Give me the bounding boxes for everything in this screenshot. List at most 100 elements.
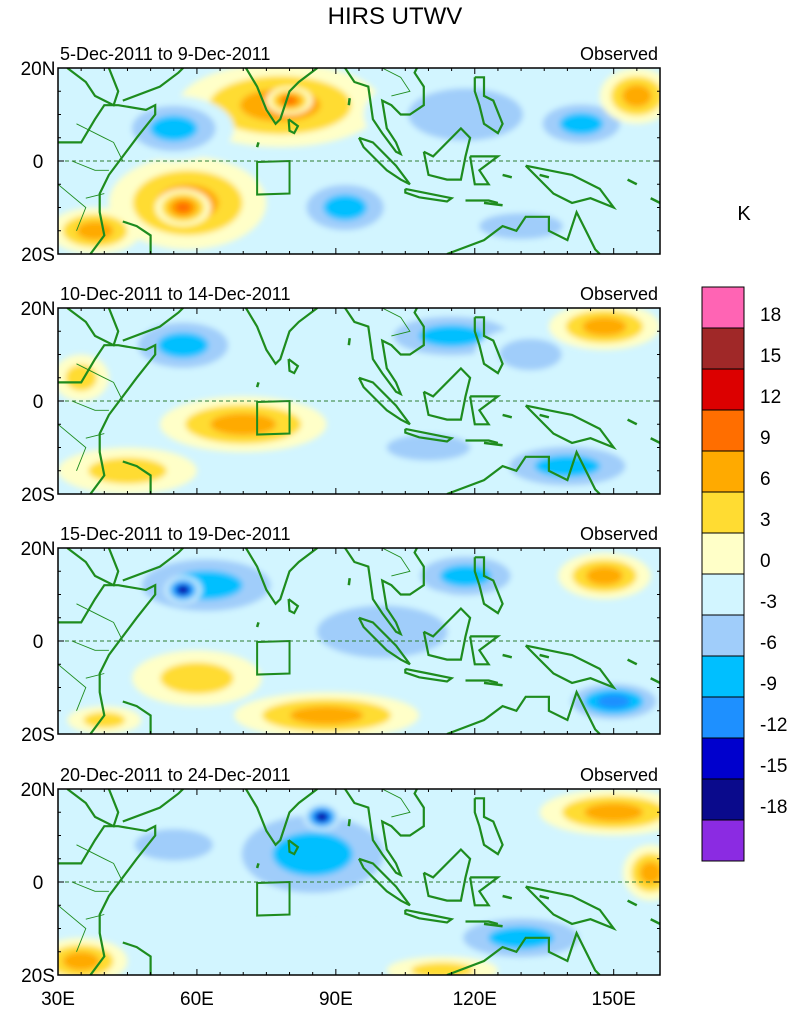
anomaly-contour	[174, 201, 192, 214]
country-border	[327, 775, 346, 784]
y-tick-label: 20N	[21, 59, 56, 80]
island	[347, 338, 351, 346]
coastline	[342, 68, 425, 157]
coastlines	[58, 54, 660, 254]
coastline	[465, 199, 499, 204]
coastline	[446, 449, 601, 494]
colorbar-tick-label: -6	[760, 633, 777, 654]
coastline	[358, 616, 411, 666]
island	[502, 173, 513, 179]
coastline	[58, 583, 157, 734]
anomaly-contour	[479, 212, 563, 240]
x-tick-labels: 30E 60E 90E 120E 150E	[41, 989, 636, 1010]
island	[627, 178, 638, 186]
anomaly-contour	[586, 566, 623, 586]
coastline	[66, 789, 120, 828]
island	[347, 578, 351, 586]
coastline	[404, 427, 455, 443]
country-border	[85, 673, 105, 679]
country-border	[85, 193, 105, 199]
coastline	[342, 548, 425, 637]
country-border	[71, 400, 109, 411]
panel-date-label: 20-Dec-2011 to 24-Dec-2011	[60, 765, 290, 785]
coastline	[422, 126, 472, 181]
units-label: K	[737, 203, 751, 225]
anomaly-contour	[160, 662, 234, 694]
island	[627, 418, 638, 426]
coastline	[422, 366, 472, 421]
field-blobs	[58, 68, 660, 254]
anomaly-contour	[418, 324, 485, 347]
country-border	[71, 881, 109, 892]
coastline	[122, 941, 152, 975]
field-blobs	[58, 308, 660, 494]
island	[502, 413, 513, 419]
coastline	[404, 908, 455, 924]
island	[650, 918, 660, 926]
coastline	[465, 679, 499, 684]
coastline	[465, 439, 499, 444]
country-border	[85, 914, 105, 920]
colorbar-tick-label: 9	[760, 428, 771, 449]
y-tick-label: 20S	[21, 485, 55, 506]
country-border	[71, 160, 109, 171]
colorbar-swatch	[701, 655, 745, 698]
island	[627, 899, 638, 907]
coastline	[122, 700, 152, 734]
coastline	[446, 930, 601, 975]
country-border	[327, 294, 346, 303]
colorbar-swatch	[701, 491, 745, 534]
panel-date-label: 15-Dec-2011 to 19-Dec-2011	[60, 524, 290, 544]
colorbar-tick-label: -18	[760, 797, 787, 818]
x-tick-label: 120E	[453, 989, 497, 1010]
anomaly-contour	[83, 712, 126, 728]
anomaly-contour	[290, 706, 364, 725]
colorbar-swatch	[701, 532, 745, 575]
colorbar-swatch	[701, 573, 745, 616]
country-border	[71, 640, 109, 651]
country-border	[76, 363, 124, 402]
island	[483, 922, 503, 928]
y-tick-label: 20S	[21, 725, 55, 746]
colorbar-swatch	[701, 737, 745, 780]
island	[483, 201, 503, 207]
y-tick-label: 20N	[21, 780, 56, 801]
colorbar-tick-label: 15	[760, 346, 781, 367]
country-border	[85, 433, 105, 439]
anomaly-field	[58, 68, 660, 254]
panel-date-label: 5-Dec-2011 to 9-Dec-2011	[60, 44, 270, 64]
country-border	[381, 789, 411, 818]
anomaly-contour	[534, 455, 601, 478]
colorbar-tick-label: -15	[760, 756, 787, 777]
country-border	[76, 844, 124, 883]
anomaly-contour	[76, 221, 114, 240]
anomaly-contour	[559, 112, 604, 135]
anomaly-contour	[323, 194, 367, 221]
island	[650, 197, 660, 205]
panel-type-label: Observed	[580, 284, 658, 304]
coastline	[524, 885, 617, 931]
coastline	[358, 857, 411, 907]
country-border	[327, 54, 346, 63]
colorbar-swatch	[701, 696, 745, 739]
coastline	[473, 797, 504, 856]
colorbar: 18 15 12 9 6 3 0 -3 -6 -9 -12 -15 -18	[701, 286, 787, 862]
panel-type-label: Observed	[580, 765, 658, 785]
anomaly-contour	[88, 457, 167, 484]
colorbar-swatch	[701, 286, 745, 329]
island	[255, 382, 260, 388]
country-border	[381, 308, 411, 337]
chart-title: HIRS UTWV	[328, 3, 463, 30]
coastline	[244, 68, 318, 126]
island	[502, 894, 513, 900]
coastline	[342, 308, 425, 397]
x-tick-label: 60E	[180, 989, 214, 1010]
y-tick-label: 0	[33, 152, 44, 173]
anomaly-contour	[498, 338, 562, 371]
coastlines	[58, 775, 660, 975]
